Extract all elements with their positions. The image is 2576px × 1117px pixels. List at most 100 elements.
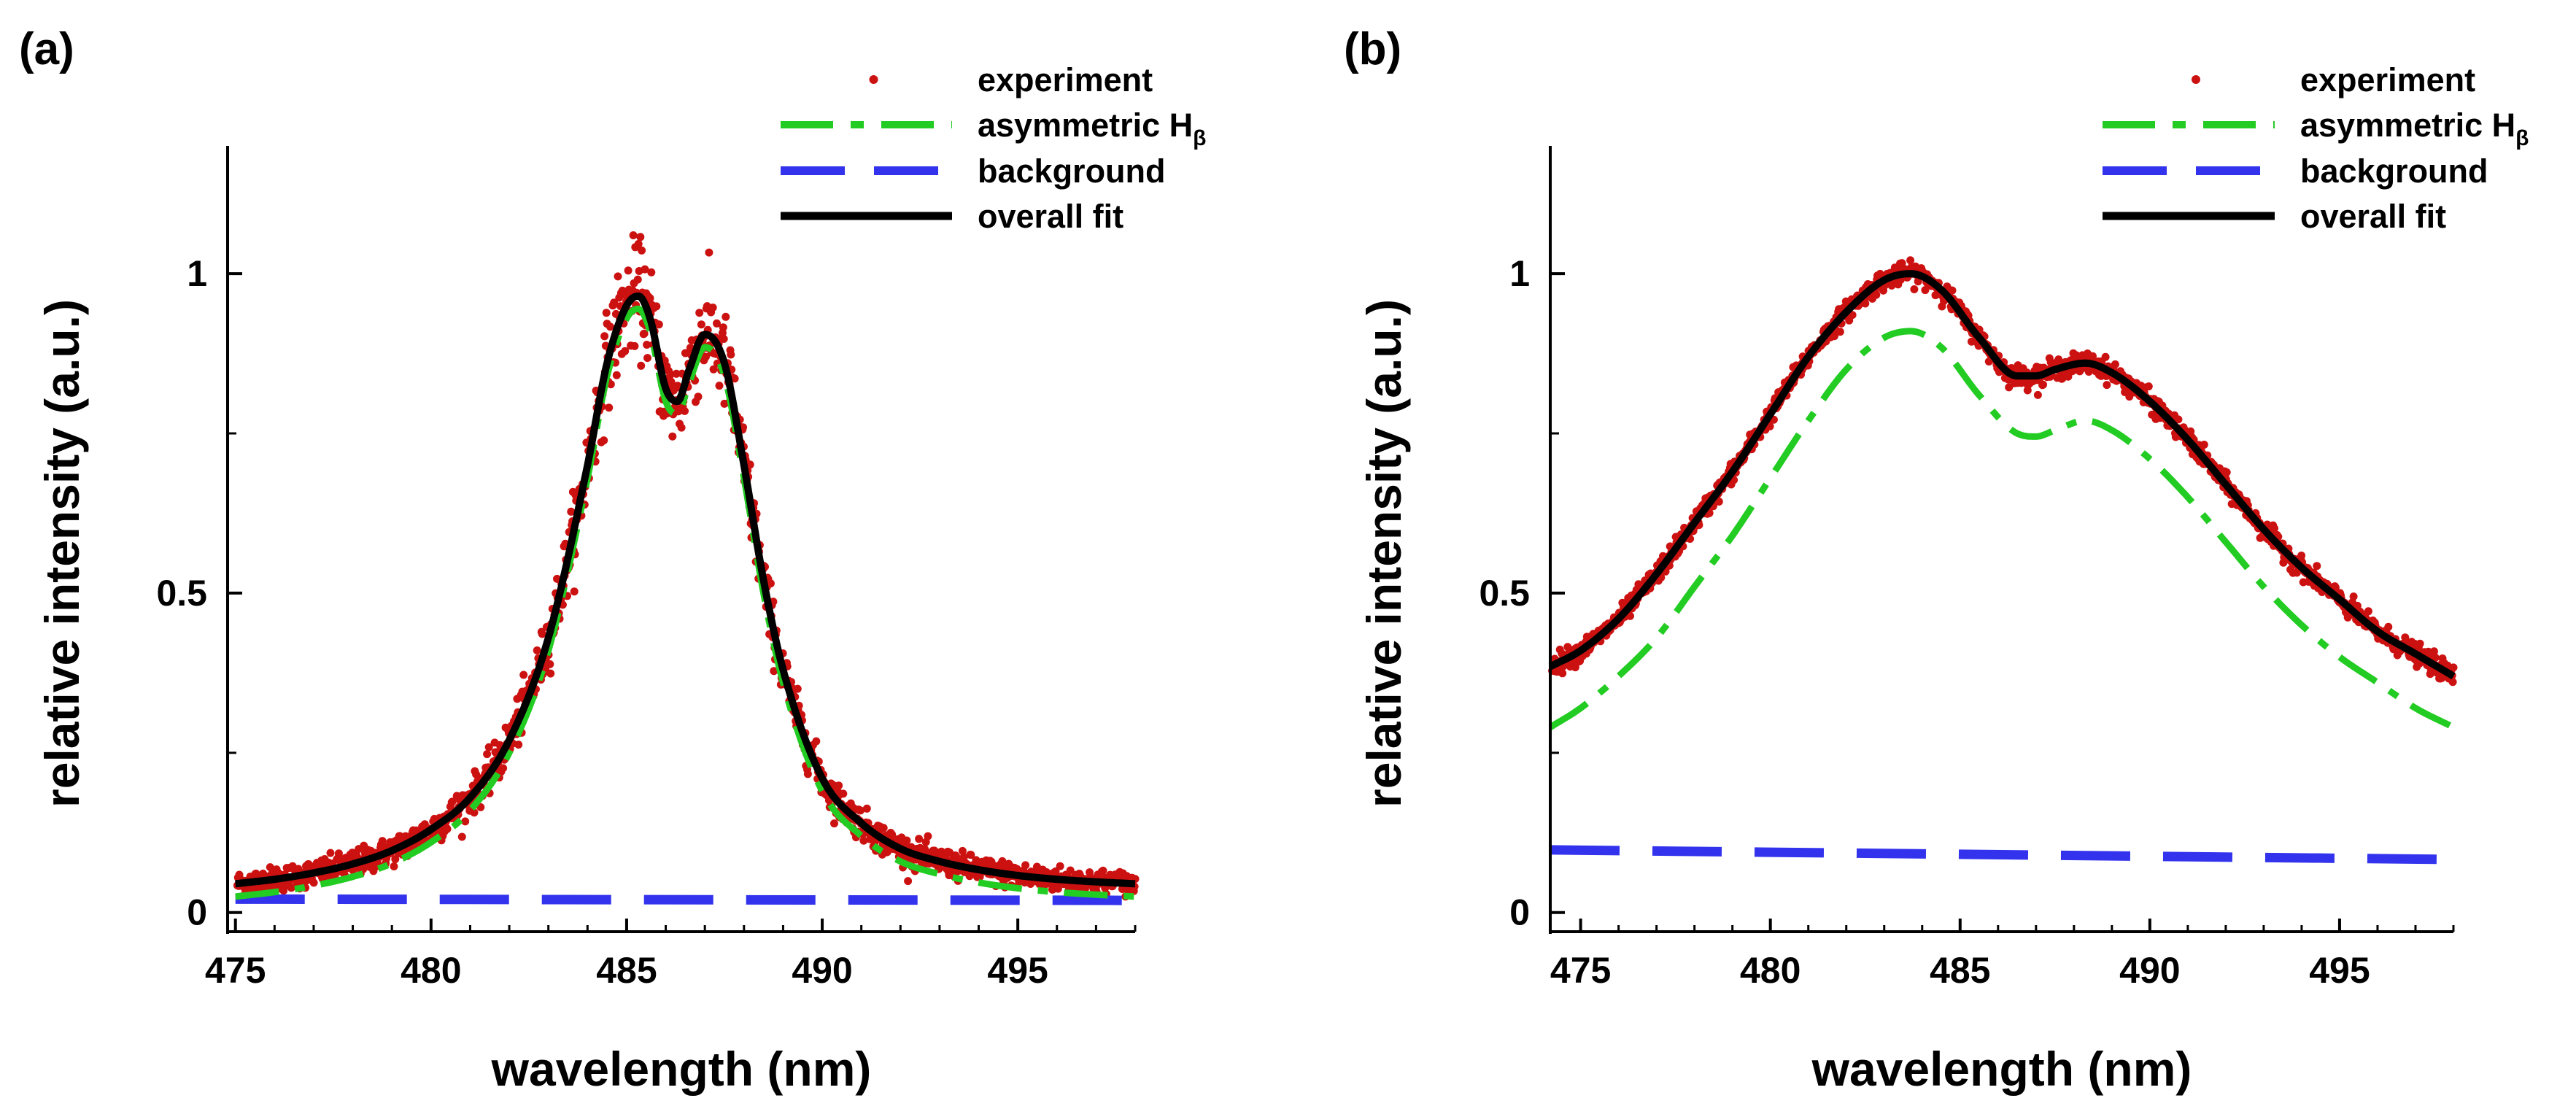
x-axis-label: wavelength (nm) [1811,1042,2192,1096]
legend-label: experiment [2300,61,2475,98]
legend-label: experiment [978,61,1153,98]
experiment-point [654,320,663,329]
experiment-point [640,329,649,338]
experiment-point [624,266,633,275]
x-tick-label: 490 [2119,950,2180,991]
experiment-point [1066,866,1075,875]
experiment-point [637,361,646,370]
y-tick-label: 0.5 [1479,573,1530,614]
experiment-point [605,403,614,412]
experiment-point [2033,390,2042,399]
panel-label: (b) [1344,24,1401,74]
experiment-point [958,846,967,855]
experiment-point [1558,669,1567,678]
experiment-point [514,741,523,749]
experiment-point [610,298,619,307]
experiment-point [309,878,318,887]
experiment-point [1948,286,1957,295]
experiment-point [2222,468,2231,476]
experiment-point [915,835,924,843]
y-axis-label: relative intensity (a.u.) [35,299,89,808]
legend-label: background [978,152,1166,190]
experiment-point [443,824,452,833]
experiment-point [793,684,802,693]
experiment-point [612,371,621,379]
experiment-point [719,335,728,343]
experiment-point [2448,678,2457,687]
experiment-point [546,660,554,668]
experiment-point [1714,498,1723,506]
experiment-point [2349,592,2358,601]
experiment-point [705,248,713,257]
experiment-point [766,579,775,588]
experiment-point [538,630,546,638]
experiment-point [2431,653,2440,662]
experiment-point [614,272,622,281]
experiment-point [1836,328,1844,336]
experiment-point [697,320,705,329]
experiment-series [1548,256,2458,687]
experiment-point [2297,552,2306,560]
y-axis-label: relative intensity (a.u.) [1357,299,1411,808]
x-tick-label: 495 [987,950,1048,991]
experiment-point [484,743,493,751]
experiment-point [1872,290,1881,299]
y-tick-label: 0 [1509,892,1530,933]
experiment-point [668,432,677,441]
overall-fit-line [233,292,1137,888]
experiment-point [326,849,335,857]
experiment-point [2401,633,2410,642]
experiment-point [606,322,614,331]
experiment-point [862,804,871,813]
legend-label: asymmetric Hβ [978,107,1206,150]
experiment-point [904,877,913,886]
experiment-point [2144,382,2153,391]
x-axis-label: wavelength (nm) [491,1042,872,1096]
experiment-point [519,670,528,679]
experiment-point [652,302,661,311]
experiment-point [483,750,492,759]
experiment-point [1861,299,1870,308]
experiment-point [1906,256,1915,265]
experiment-point [924,832,932,840]
experiment-point [533,646,541,654]
x-tick-label: 475 [1550,950,1611,991]
experiment-point [2430,647,2438,656]
experiment-point [719,323,727,332]
experiment-point [390,862,398,870]
experiment-point [2101,352,2110,361]
experiment-point [879,824,888,832]
overall-fit-line [1548,270,2456,680]
experiment-point [2039,380,2047,389]
experiment-point [722,312,730,321]
background-line [1550,845,2454,865]
x-tick-label: 485 [1930,950,1990,991]
experiment-point [1051,867,1060,876]
experiment-point [470,808,479,817]
experiment-point [830,819,838,828]
experiment-point [2449,663,2458,672]
x-tick-label: 480 [401,950,461,991]
experiment-point [2270,524,2278,533]
background-line [235,894,1136,905]
experiment-point [902,836,911,845]
experiment-point [2200,441,2208,449]
experiment-point [2384,622,2393,631]
experiment-series [233,231,1140,905]
experiment-point [448,797,457,806]
experiment-point [1921,286,1930,295]
x-tick-label: 475 [205,950,266,991]
experiment-point [634,239,643,248]
experiment-point [695,309,704,317]
y-tick-label: 1 [1509,253,1530,294]
experiment-point [2313,562,2321,571]
experiment-point [457,832,466,841]
experiment-point [567,507,576,516]
experiment-point [638,246,646,255]
experiment-point [839,789,848,798]
experiment-point [2174,415,2183,424]
experiment-point [666,370,675,379]
